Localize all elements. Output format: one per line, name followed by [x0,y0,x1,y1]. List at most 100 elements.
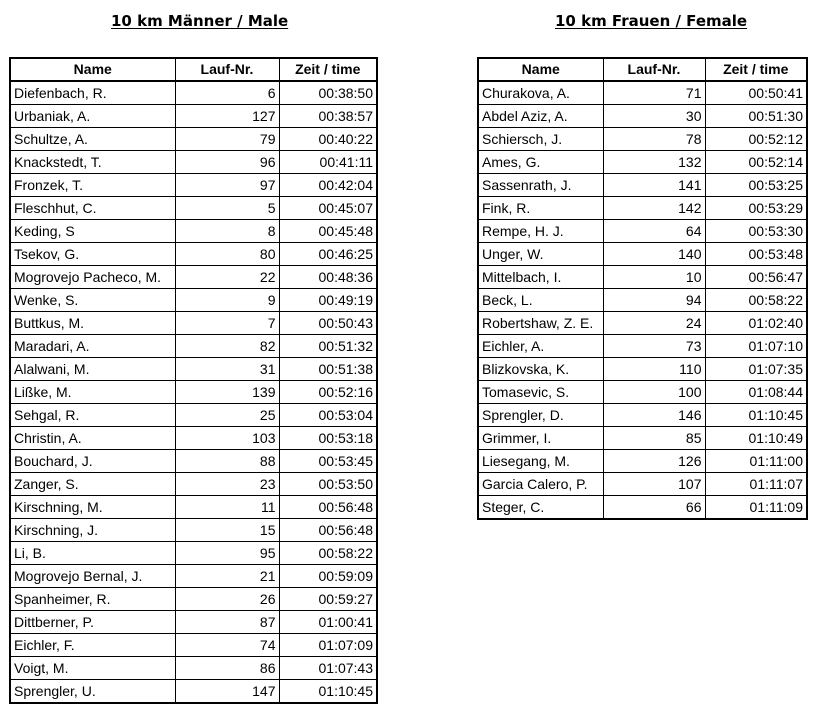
bib-number-cell: 132 [602,150,706,174]
finish-time-cell: 00:53:50 [278,472,378,496]
runner-name-cell: Alalwani, M. [9,357,176,381]
bib-number-cell: 7 [174,311,280,335]
table-row: Robertshaw, Z. E. 24 01:02:40 [477,311,808,335]
table-row: Mittelbach, I. 10 00:56:47 [477,265,808,289]
table-row: Steger, C. 66 01:11:09 [477,495,808,520]
table-row: Liesegang, M. 126 01:11:00 [477,449,808,473]
table-row: Li, B. 95 00:58:22 [9,541,378,565]
bib-number-cell: 80 [174,242,280,266]
bib-number-cell: 100 [602,380,706,404]
runner-name-cell: Tsekov, G. [9,242,176,266]
table-row: Churakova, A. 71 00:50:41 [477,80,808,105]
table-row: Eichler, A. 73 01:07:10 [477,334,808,358]
bib-number-cell: 107 [602,472,706,496]
runner-name-cell: Fleschhut, C. [9,196,176,220]
table-row: Ames, G. 132 00:52:14 [477,150,808,174]
table-row: Sassenrath, J. 141 00:53:25 [477,173,808,197]
bib-number-cell: 73 [602,334,706,358]
table-row: Dittberner, P. 87 01:00:41 [9,610,378,634]
finish-time-cell: 00:58:22 [278,541,378,565]
bib-number-cell: 22 [174,265,280,289]
bib-number-cell: 15 [174,518,280,542]
bib-number-cell: 95 [174,541,280,565]
table-row: Kirschning, M. 11 00:56:48 [9,495,378,519]
runner-name-cell: Bouchard, J. [9,449,176,473]
table-row: Bouchard, J. 88 00:53:45 [9,449,378,473]
table-row: Mogrovejo Pacheco, M. 22 00:48:36 [9,265,378,289]
finish-time-cell: 00:52:16 [278,380,378,404]
runner-name-cell: Voigt, M. [9,656,176,680]
table-row: Abdel Aziz, A. 30 00:51:30 [477,104,808,128]
runner-name-cell: Mogrovejo Bernal, J. [9,564,176,588]
runner-name-cell: Churakova, A. [477,80,604,105]
finish-time-cell: 01:00:41 [278,610,378,634]
table-row: Mogrovejo Bernal, J. 21 00:59:09 [9,564,378,588]
finish-time-cell: 00:56:48 [278,518,378,542]
finish-time-cell: 01:10:49 [704,426,808,450]
runner-name-cell: Kirschning, J. [9,518,176,542]
men-table-header-row: Name Lauf-Nr. Zeit / time [9,57,378,82]
runner-name-cell: Abdel Aziz, A. [477,104,604,128]
bib-number-cell: 88 [174,449,280,473]
finish-time-cell: 00:48:36 [278,265,378,289]
table-row: Christin, A. 103 00:53:18 [9,426,378,450]
bib-number-cell: 24 [602,311,706,335]
runner-name-cell: Christin, A. [9,426,176,450]
bib-number-cell: 30 [602,104,706,128]
finish-time-cell: 00:53:48 [704,242,808,266]
table-row: Fink, R. 142 00:53:29 [477,196,808,220]
runner-name-cell: Lißke, M. [9,380,176,404]
table-row: Voigt, M. 86 01:07:43 [9,656,378,680]
bib-number-cell: 103 [174,426,280,450]
table-row: Fleschhut, C. 5 00:45:07 [9,196,378,220]
finish-time-cell: 00:52:14 [704,150,808,174]
bib-number-cell: 23 [174,472,280,496]
finish-time-cell: 00:53:04 [278,403,378,427]
finish-time-cell: 00:50:43 [278,311,378,335]
table-row: Lißke, M. 139 00:52:16 [9,380,378,404]
table-row: Urbaniak, A. 127 00:38:57 [9,104,378,128]
runner-name-cell: Garcia Calero, P. [477,472,604,496]
bib-number-cell: 8 [174,219,280,243]
finish-time-cell: 00:58:22 [704,288,808,312]
bib-number-cell: 11 [174,495,280,519]
bib-number-cell: 25 [174,403,280,427]
table-row: Grimmer, I. 85 01:10:49 [477,426,808,450]
runner-name-cell: Schiersch, J. [477,127,604,151]
table-row: Diefenbach, R. 6 00:38:50 [9,80,378,105]
runner-name-cell: Zanger, S. [9,472,176,496]
finish-time-cell: 00:40:22 [278,127,378,151]
table-row: Buttkus, M. 7 00:50:43 [9,311,378,335]
bib-number-cell: 10 [602,265,706,289]
women-header-number: Lauf-Nr. [602,57,706,82]
bib-number-cell: 5 [174,196,280,220]
runner-name-cell: Ames, G. [477,150,604,174]
finish-time-cell: 01:11:07 [704,472,808,496]
finish-time-cell: 01:07:43 [278,656,378,680]
finish-time-cell: 00:53:30 [704,219,808,243]
bib-number-cell: 82 [174,334,280,358]
table-row: Eichler, F. 74 01:07:09 [9,633,378,657]
runner-name-cell: Knackstedt, T. [9,150,176,174]
finish-time-cell: 00:42:04 [278,173,378,197]
table-row: Fronzek, T. 97 00:42:04 [9,173,378,197]
runner-name-cell: Fronzek, T. [9,173,176,197]
bib-number-cell: 140 [602,242,706,266]
finish-time-cell: 00:53:18 [278,426,378,450]
bib-number-cell: 74 [174,633,280,657]
bib-number-cell: 139 [174,380,280,404]
runner-name-cell: Grimmer, I. [477,426,604,450]
table-row: Maradari, A. 82 00:51:32 [9,334,378,358]
runner-name-cell: Eichler, A. [477,334,604,358]
bib-number-cell: 141 [602,173,706,197]
table-row: Rempe, H. J. 64 00:53:30 [477,219,808,243]
bib-number-cell: 78 [602,127,706,151]
table-row: Alalwani, M. 31 00:51:38 [9,357,378,381]
table-row: Sprengler, D. 146 01:10:45 [477,403,808,427]
bib-number-cell: 66 [602,495,706,520]
runner-name-cell: Sehgal, R. [9,403,176,427]
finish-time-cell: 00:45:07 [278,196,378,220]
runner-name-cell: Beck, L. [477,288,604,312]
runner-name-cell: Dittberner, P. [9,610,176,634]
bib-number-cell: 6 [174,80,280,105]
